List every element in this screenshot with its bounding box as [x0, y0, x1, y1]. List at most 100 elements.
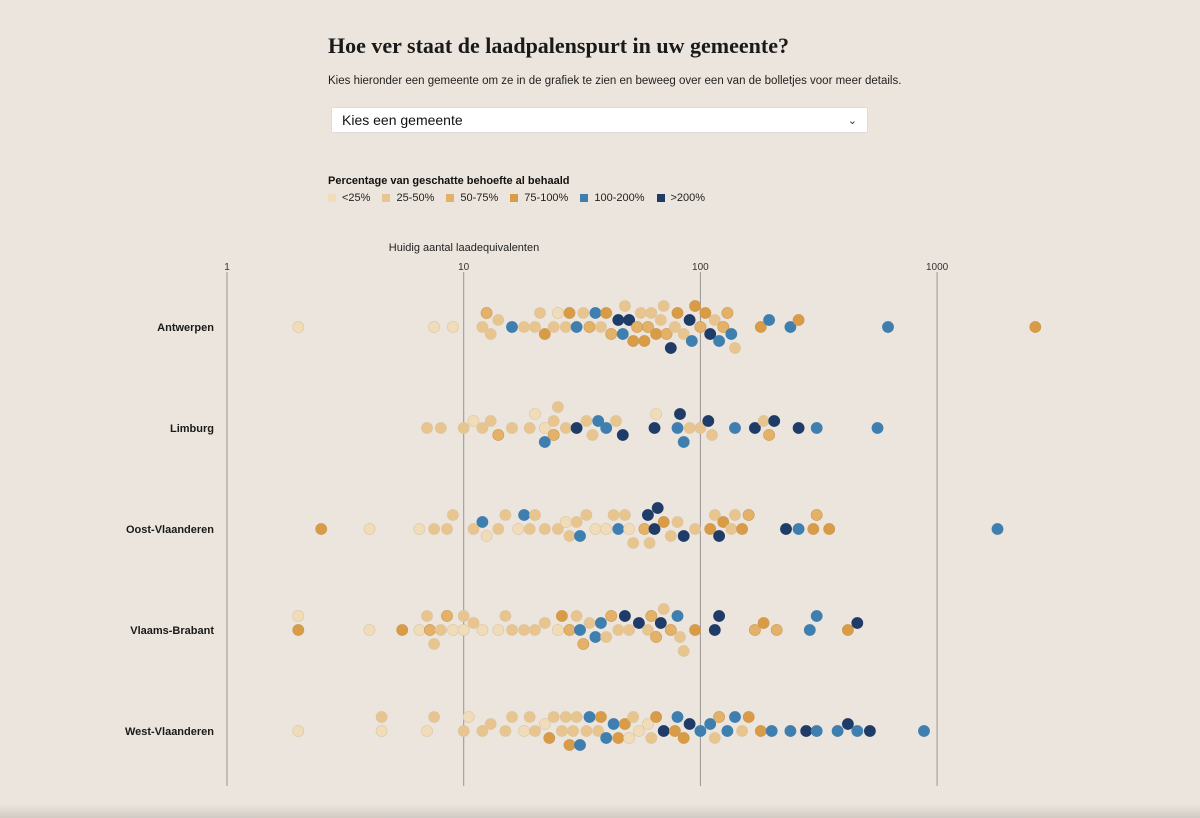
data-dot[interactable]: [729, 342, 741, 354]
data-dot[interactable]: [851, 617, 864, 629]
data-dot[interactable]: [534, 307, 546, 319]
data-dot[interactable]: [671, 422, 684, 434]
data-dot[interactable]: [570, 422, 583, 434]
data-dot[interactable]: [713, 335, 725, 347]
data-dot[interactable]: [476, 422, 489, 434]
data-dot[interactable]: [538, 523, 551, 535]
data-dot[interactable]: [529, 321, 541, 333]
data-dot[interactable]: [645, 732, 658, 744]
data-dot[interactable]: [457, 725, 470, 737]
data-dot[interactable]: [708, 732, 721, 744]
data-dot[interactable]: [563, 530, 576, 542]
data-dot[interactable]: [627, 537, 640, 549]
data-dot[interactable]: [669, 321, 681, 333]
data-dot[interactable]: [499, 509, 512, 521]
data-dot[interactable]: [529, 624, 541, 636]
data-dot[interactable]: [763, 429, 775, 441]
data-dot[interactable]: [619, 610, 631, 622]
data-dot[interactable]: [589, 631, 602, 643]
data-dot[interactable]: [396, 624, 409, 636]
data-dot[interactable]: [792, 422, 805, 434]
data-dot[interactable]: [634, 307, 647, 319]
data-dot[interactable]: [552, 624, 564, 636]
data-dot[interactable]: [683, 314, 696, 326]
data-dot[interactable]: [800, 725, 813, 737]
data-dot[interactable]: [657, 725, 670, 737]
data-dot[interactable]: [428, 321, 440, 333]
data-dot[interactable]: [559, 321, 572, 333]
data-dot[interactable]: [612, 732, 625, 744]
data-dot[interactable]: [499, 610, 512, 622]
data-dot[interactable]: [623, 314, 635, 326]
data-dot[interactable]: [589, 307, 602, 319]
data-dot[interactable]: [413, 624, 426, 636]
data-dot[interactable]: [642, 321, 654, 333]
data-dot[interactable]: [467, 415, 480, 427]
data-dot[interactable]: [623, 523, 635, 535]
data-dot[interactable]: [657, 300, 670, 312]
data-dot[interactable]: [610, 415, 622, 427]
data-dot[interactable]: [559, 516, 572, 528]
data-dot[interactable]: [441, 523, 453, 535]
data-dot[interactable]: [518, 321, 530, 333]
data-dot[interactable]: [749, 422, 761, 434]
data-dot[interactable]: [619, 300, 631, 312]
data-dot[interactable]: [823, 523, 836, 535]
data-dot[interactable]: [763, 314, 775, 326]
data-dot[interactable]: [619, 718, 631, 730]
data-dot[interactable]: [476, 624, 489, 636]
data-dot[interactable]: [623, 732, 635, 744]
data-dot[interactable]: [807, 523, 820, 535]
data-dot[interactable]: [462, 711, 475, 723]
data-dot[interactable]: [713, 610, 725, 622]
data-dot[interactable]: [523, 523, 536, 535]
data-dot[interactable]: [810, 422, 823, 434]
data-dot[interactable]: [556, 725, 568, 737]
data-dot[interactable]: [1029, 321, 1042, 333]
data-dot[interactable]: [754, 321, 767, 333]
data-dot[interactable]: [645, 610, 658, 622]
data-dot[interactable]: [605, 610, 618, 622]
data-dot[interactable]: [523, 711, 536, 723]
data-dot[interactable]: [363, 624, 376, 636]
data-dot[interactable]: [757, 617, 770, 629]
data-dot[interactable]: [518, 725, 530, 737]
data-dot[interactable]: [642, 718, 654, 730]
data-dot[interactable]: [651, 502, 664, 514]
data-dot[interactable]: [671, 711, 684, 723]
data-dot[interactable]: [363, 523, 376, 535]
data-dot[interactable]: [842, 718, 854, 730]
data-dot[interactable]: [810, 725, 823, 737]
data-dot[interactable]: [638, 335, 651, 347]
data-dot[interactable]: [467, 523, 480, 535]
data-dot[interactable]: [882, 321, 894, 333]
data-dot[interactable]: [754, 725, 767, 737]
data-dot[interactable]: [583, 321, 596, 333]
data-dot[interactable]: [657, 603, 670, 615]
data-dot[interactable]: [742, 509, 755, 521]
data-dot[interactable]: [689, 624, 701, 636]
data-dot[interactable]: [423, 624, 436, 636]
data-dot[interactable]: [580, 725, 593, 737]
data-dot[interactable]: [713, 711, 725, 723]
data-dot[interactable]: [642, 624, 654, 636]
data-dot[interactable]: [784, 725, 797, 737]
data-dot[interactable]: [484, 415, 497, 427]
data-dot[interactable]: [484, 718, 497, 730]
data-dot[interactable]: [292, 321, 305, 333]
data-dot[interactable]: [574, 739, 586, 751]
data-dot[interactable]: [570, 711, 583, 723]
data-dot[interactable]: [446, 321, 459, 333]
data-dot[interactable]: [708, 314, 721, 326]
data-dot[interactable]: [725, 328, 738, 340]
data-dot[interactable]: [518, 624, 530, 636]
data-dot[interactable]: [600, 307, 613, 319]
data-dot[interactable]: [721, 307, 734, 319]
data-dot[interactable]: [991, 523, 1004, 535]
data-dot[interactable]: [780, 523, 792, 535]
data-dot[interactable]: [742, 711, 755, 723]
data-dot[interactable]: [595, 711, 607, 723]
data-dot[interactable]: [864, 725, 876, 737]
data-dot[interactable]: [600, 422, 613, 434]
data-dot[interactable]: [457, 422, 470, 434]
